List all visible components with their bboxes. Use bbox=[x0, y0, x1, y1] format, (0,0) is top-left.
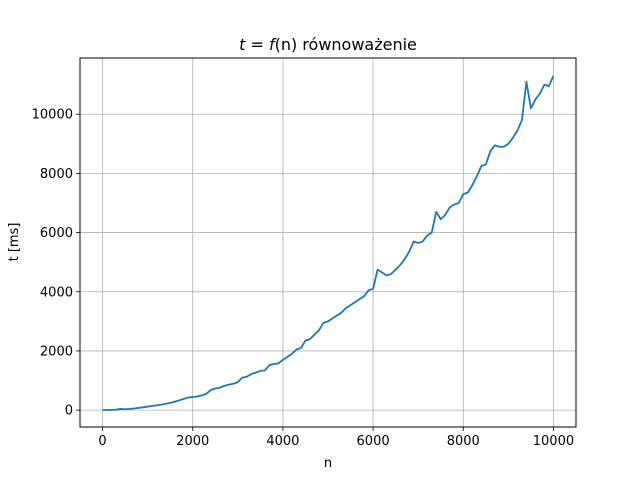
title-rest: równoważenie bbox=[297, 35, 417, 54]
series-line bbox=[102, 75, 555, 412]
title-func: f bbox=[269, 35, 277, 54]
x-tick-label: 8000 bbox=[447, 434, 480, 449]
y-tick-label: 8000 bbox=[40, 167, 73, 182]
x-tick-label: 4000 bbox=[266, 434, 299, 449]
x-tick-label: 0 bbox=[98, 434, 106, 449]
y-axis-label: t [ms] bbox=[7, 223, 22, 262]
y-tick-label: 0 bbox=[65, 404, 73, 419]
x-tick-label: 10000 bbox=[533, 434, 574, 449]
chart-title: t = f(n) równoważenie bbox=[239, 35, 417, 54]
plot-frame bbox=[79, 57, 577, 428]
x-axis-label: n bbox=[324, 456, 332, 471]
title-arg: (n) bbox=[275, 35, 298, 54]
y-tick-label: 4000 bbox=[40, 285, 73, 300]
y-tick-label: 6000 bbox=[40, 226, 73, 241]
y-tick-label: 10000 bbox=[32, 108, 73, 123]
y-tick-label: 2000 bbox=[40, 344, 73, 359]
x-tick-label: 6000 bbox=[357, 434, 390, 449]
title-var: t bbox=[239, 35, 246, 54]
ticks: 0 2000 4000 6000 8000 10000 0 2000 4000 6000 8000 1… bbox=[32, 108, 574, 449]
grid bbox=[80, 58, 576, 427]
title-eq: = bbox=[245, 35, 269, 54]
x-tick-label: 2000 bbox=[176, 434, 209, 449]
